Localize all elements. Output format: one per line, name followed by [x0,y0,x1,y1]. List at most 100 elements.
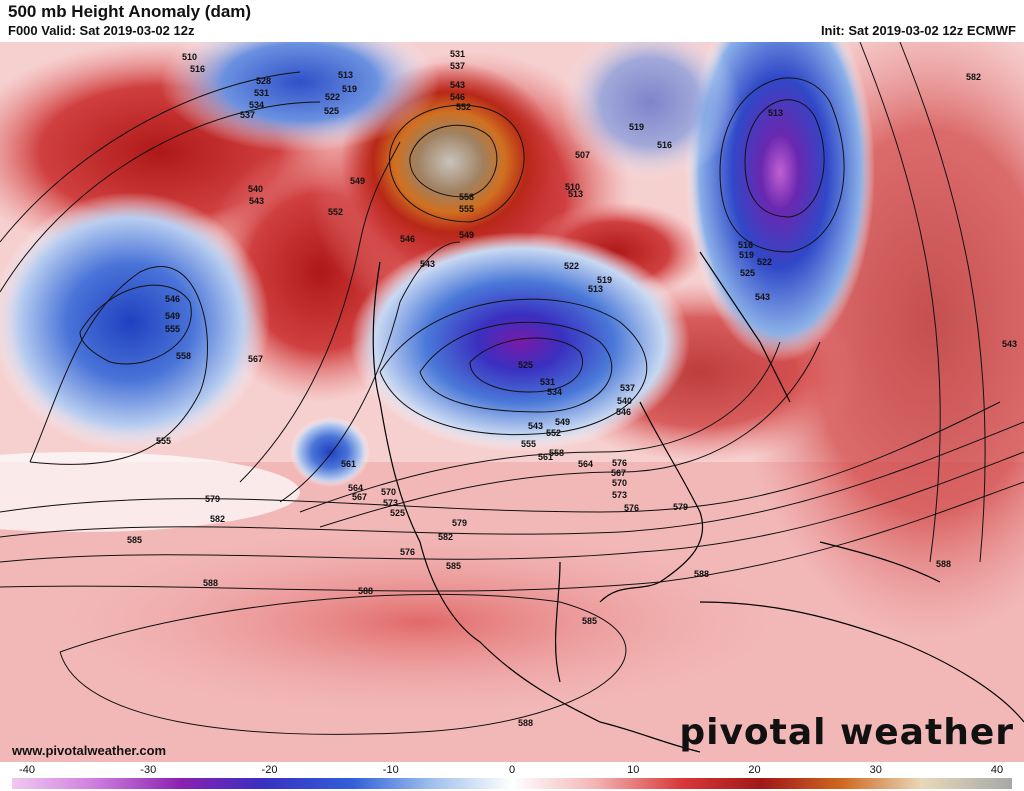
contour-label: 525 [518,360,533,370]
contour-label: 588 [358,586,373,596]
init-time: Init: Sat 2019-03-02 12z ECMWF [820,23,1016,38]
colorbar-tick-label: -10 [382,764,399,776]
contour-label: 546 [616,407,631,417]
contour-label: 531 [254,88,269,98]
colorbar-tick-label: -40 [19,764,35,776]
contour-label: 510 [565,182,580,192]
subtropic-ridge [0,512,840,732]
arctic-low [560,42,740,182]
contour-label: 570 [612,478,627,488]
contour-label: 567 [611,468,626,478]
colorbar-tick-label: 40 [990,764,1004,776]
contour-label: 522 [325,92,340,102]
contour-label: 540 [248,184,263,194]
contour-label: 513 [588,284,603,294]
subtropic-neutral [0,452,300,532]
contour-label: 525 [390,508,405,518]
contour-label: 546 [450,92,465,102]
contour-label: 552 [328,207,343,217]
map-svg: 5105165285315345375405435495525135195225… [0,42,1024,762]
contour-label: 513 [568,189,583,199]
contour-label: 582 [210,514,225,524]
contour-label: 543 [249,196,264,206]
header: 500 mb Height Anomaly (dam) F000 Valid: … [0,0,1024,42]
colorbar-tick-label: 10 [627,764,640,776]
contour-label: 522 [757,257,772,267]
contour-label: 567 [352,492,367,502]
contour-label: 579 [205,494,220,504]
colorbar-gradient [12,778,1012,789]
contour-label: 576 [612,458,627,468]
map-title: 500 mb Height Anomaly (dam) [8,2,252,21]
contour-label: 588 [518,718,533,728]
brand-logo: pivotal weather [679,712,1014,753]
contour-label: 555 [156,436,171,446]
contour-label: 519 [342,84,357,94]
height-contours [0,42,1024,735]
contour-label: 576 [624,503,639,513]
contour-label: 543 [450,80,465,90]
contour-label: 588 [203,578,218,588]
contour-label: 519 [629,122,644,132]
contour-label: 528 [256,76,271,86]
contour-label: 552 [546,428,561,438]
site-url: www.pivotalweather.com [12,743,167,758]
contour-label: 537 [240,110,255,120]
colorbar-tick-label: 0 [508,764,516,776]
pacific-low [0,192,270,452]
contour-label: 573 [383,498,398,508]
contour-label: 579 [673,502,688,512]
contour-label: 549 [350,176,365,186]
contour-label: 555 [165,324,180,334]
contour-label: 534 [547,387,562,397]
contour-label: 552 [456,102,471,112]
canada-low [350,232,690,452]
contour-label: 558 [549,448,564,458]
colorbar: -40 -30 -20 -10 0 10 20 30 40 [12,764,1012,791]
coastlines [372,251,1024,753]
contour-label: 564 [348,483,363,493]
contour-label: 564 [578,459,593,469]
contour-label: 561 [538,452,553,462]
contour-label: 558 [176,351,191,361]
contour-label: 543 [1002,339,1017,349]
valid-time: F000 Valid: Sat 2019-03-02 12z [8,23,195,38]
contour-label: 549 [555,417,570,427]
contour-label: 549 [165,311,180,321]
anomaly-map: 510 516 528 531 534 537 540 543 549 552 513 519 522 5… [0,42,1024,762]
contour-label: 543 [755,292,770,302]
contour-label: 540 [617,396,632,406]
contour-label: 579 [452,518,467,528]
contour-label: 537 [450,61,465,71]
sw-low [290,417,370,487]
contour-label: 555 [459,204,474,214]
contour-label: 546 [165,294,180,304]
contour-label: 525 [740,268,755,278]
contour-label: 534 [249,100,264,110]
contour-label: 516 [190,64,205,74]
contour-label: 516 [738,240,753,250]
contour-label: 543 [528,421,543,431]
contour-label: 516 [657,140,672,150]
contour-label: 519 [739,250,754,260]
contour-label: 558 [459,192,474,202]
contour-label: 510 [182,52,197,62]
colorbar-tick-label: -30 [140,764,157,776]
contour-label: 567 [248,354,263,364]
contour-label: 537 [620,383,635,393]
contour-label: 588 [694,569,709,579]
contour-label: 507 [575,150,590,160]
contour-label: 522 [564,261,579,271]
colorbar-tick-label: 30 [869,764,882,776]
contour-label: 549 [459,230,474,240]
contour-label: 585 [127,535,142,545]
contour-label: 543 [420,259,435,269]
contour-label: 561 [341,459,356,469]
contour-label: 570 [381,487,396,497]
contour-label: 582 [438,532,453,542]
contour-label: 585 [446,561,461,571]
contour-label: 585 [582,616,597,626]
colorbar-tick-label: 20 [748,764,761,776]
contour-labels: 5105165285315345375405435495525135195225… [127,49,1017,728]
colorbar-tick-label: -20 [261,764,278,776]
